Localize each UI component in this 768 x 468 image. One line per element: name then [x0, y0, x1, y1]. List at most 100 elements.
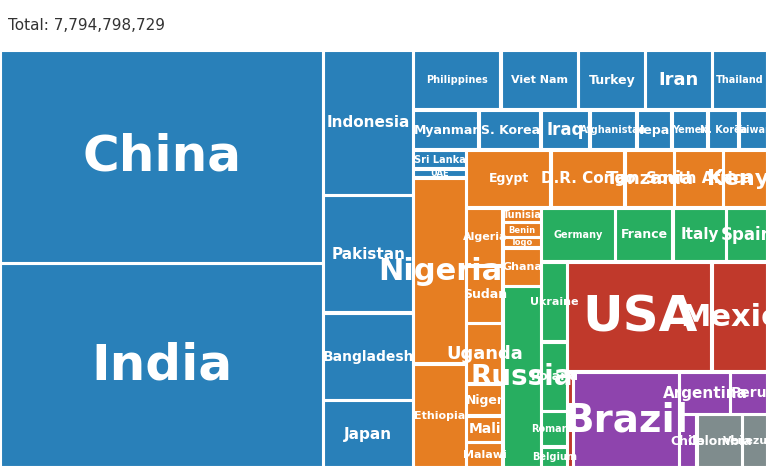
Bar: [552, 151, 624, 207]
Text: Brazil: Brazil: [564, 401, 688, 439]
Text: Pakistan: Pakistan: [332, 247, 406, 262]
Text: China: China: [82, 133, 241, 181]
Text: India: India: [91, 342, 232, 390]
Text: Venezuela: Venezuela: [723, 436, 768, 446]
Text: Taiwan: Taiwan: [735, 125, 768, 135]
Text: Mali: Mali: [468, 423, 501, 436]
Text: Russia: Russia: [471, 363, 574, 391]
Bar: [591, 111, 636, 149]
Text: Afghanistan: Afghanistan: [580, 125, 647, 135]
Bar: [743, 415, 767, 467]
Bar: [324, 402, 412, 467]
Text: Ukraine: Ukraine: [530, 297, 579, 307]
Text: Egypt: Egypt: [488, 172, 529, 185]
Bar: [542, 412, 567, 446]
Bar: [414, 365, 466, 467]
Bar: [324, 51, 412, 195]
Text: Thailand: Thailand: [717, 75, 764, 85]
Bar: [568, 373, 573, 467]
Text: Mexico: Mexico: [680, 303, 768, 332]
Text: Iraq: Iraq: [547, 121, 584, 139]
Bar: [740, 111, 767, 149]
Text: Turkey: Turkey: [588, 73, 635, 87]
Bar: [504, 249, 541, 286]
Text: Ghana: Ghana: [502, 262, 542, 272]
Text: N. Korea: N. Korea: [700, 125, 747, 135]
Bar: [468, 324, 502, 383]
Bar: [579, 51, 645, 110]
Text: Total: 7,794,798,729: Total: 7,794,798,729: [8, 17, 164, 32]
Bar: [680, 373, 730, 414]
Text: Spain: Spain: [721, 226, 768, 244]
Bar: [504, 287, 541, 467]
Bar: [414, 179, 466, 364]
Bar: [414, 170, 466, 177]
Text: Germany: Germany: [554, 230, 603, 240]
Text: D.R. Congo: D.R. Congo: [541, 171, 635, 186]
Bar: [731, 373, 767, 414]
Text: Iran: Iran: [659, 71, 699, 89]
Bar: [504, 223, 541, 237]
Text: Togo: Togo: [511, 238, 533, 247]
Text: Indonesia: Indonesia: [326, 115, 410, 130]
Bar: [414, 51, 500, 110]
Text: USA: USA: [582, 293, 697, 341]
Bar: [697, 415, 742, 467]
Text: Myanmar: Myanmar: [414, 124, 479, 137]
Bar: [674, 209, 726, 261]
Bar: [468, 266, 502, 323]
Bar: [568, 263, 711, 372]
Bar: [468, 209, 502, 265]
Text: Viet Nam: Viet Nam: [511, 75, 568, 85]
Text: Sudan: Sudan: [462, 288, 507, 301]
Bar: [626, 151, 674, 207]
Text: France: France: [621, 228, 668, 241]
Bar: [646, 51, 712, 110]
Text: Algeria: Algeria: [462, 232, 507, 242]
Bar: [502, 51, 578, 110]
Text: Romania: Romania: [531, 424, 578, 434]
Bar: [542, 447, 567, 467]
Text: Nepal: Nepal: [634, 124, 674, 137]
Bar: [468, 151, 551, 207]
Text: Poland: Poland: [531, 370, 578, 383]
Text: Argentina: Argentina: [663, 386, 748, 401]
Text: Ethiopia: Ethiopia: [415, 411, 465, 421]
Bar: [468, 385, 502, 415]
Bar: [637, 111, 671, 149]
Text: Colombia: Colombia: [687, 435, 752, 448]
Bar: [542, 111, 589, 149]
Bar: [574, 373, 679, 467]
Text: Italy: Italy: [680, 227, 719, 242]
Bar: [468, 417, 502, 442]
Text: Philippines: Philippines: [426, 75, 488, 85]
Bar: [709, 111, 739, 149]
Bar: [727, 209, 767, 261]
Bar: [713, 263, 767, 372]
Bar: [324, 196, 412, 312]
Bar: [324, 314, 412, 400]
Text: S. Korea: S. Korea: [481, 124, 540, 137]
Bar: [504, 238, 541, 247]
Text: Nigeria: Nigeria: [378, 256, 502, 285]
Text: UAE: UAE: [431, 169, 449, 178]
Bar: [724, 151, 767, 207]
Bar: [1, 51, 323, 263]
Text: Niger: Niger: [465, 394, 504, 407]
Bar: [480, 111, 541, 149]
Text: South Africa: South Africa: [646, 171, 752, 186]
Bar: [414, 111, 478, 149]
Bar: [542, 343, 567, 411]
Bar: [1, 264, 323, 467]
Text: Malawi: Malawi: [463, 450, 507, 461]
Text: Japan: Japan: [344, 427, 392, 442]
Bar: [673, 111, 707, 149]
Bar: [504, 209, 541, 222]
Bar: [542, 263, 567, 342]
Text: Uganda: Uganda: [446, 345, 523, 363]
Bar: [542, 209, 614, 261]
Text: Yemen: Yemen: [672, 125, 708, 135]
Text: Tunisia: Tunisia: [503, 210, 541, 220]
Bar: [414, 151, 466, 168]
Text: Kenya: Kenya: [707, 169, 768, 189]
